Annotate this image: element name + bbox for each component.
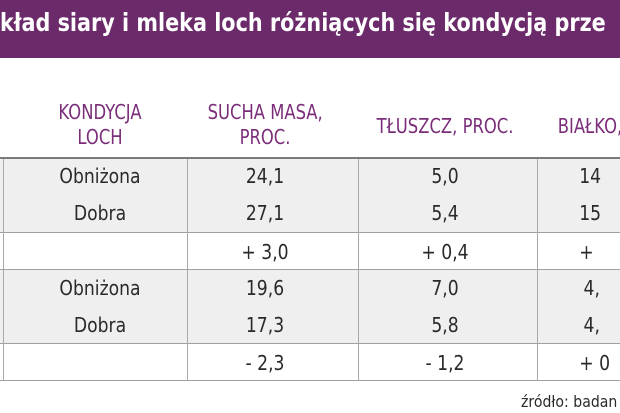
title-bar: kład siary i mleka loch różniących się k… (0, 0, 620, 58)
cell-tluszcz: 5,0 (431, 164, 459, 188)
cell-bialko: 14 (579, 164, 602, 188)
table-row (0, 270, 620, 344)
header-tluszcz: TŁUSZCZ, PROC. (376, 114, 514, 138)
cell-kondycja: Obniżona (59, 164, 141, 188)
cell-tluszcz-diff: + 0,4 (421, 240, 469, 264)
cell-sucha-masa-diff: - 2,3 (245, 351, 285, 375)
cell-bialko: 4, (583, 276, 600, 300)
header-kondycja: KONDYCJA LOCH (55, 100, 145, 150)
cell-tluszcz-diff: - 1,2 (425, 351, 465, 375)
header-kondycja-line1: KONDYCJA (58, 100, 142, 124)
group-rule (0, 343, 620, 344)
group-rule (0, 232, 620, 233)
header-sucha-masa-line1: SUCHA MASA, (207, 100, 323, 124)
header-sucha-masa: SUCHA MASA, PROC. (208, 100, 323, 150)
cell-sucha-masa: 27,1 (245, 201, 285, 225)
column-divider (358, 159, 359, 381)
header-sucha-masa-line2: PROC. (239, 125, 291, 149)
header-kondycja-line2: LOCH (77, 125, 123, 149)
cell-sucha-masa: 19,6 (245, 276, 285, 300)
cell-sucha-masa: 17,3 (245, 313, 285, 337)
cell-tluszcz: 5,4 (431, 201, 459, 225)
cell-bialko: 15 (579, 201, 602, 225)
cell-bialko-diff: + 0 (579, 351, 611, 375)
group-rule (0, 269, 620, 270)
bottom-rule (0, 380, 620, 381)
cell-tluszcz: 5,8 (431, 313, 459, 337)
cell-bialko: 4, (583, 313, 600, 337)
table-header: KONDYCJA LOCH SUCHA MASA, PROC. TŁUSZCZ,… (0, 88, 620, 158)
cell-kondycja: Dobra (73, 201, 127, 225)
cell-sucha-masa: 24,1 (245, 164, 285, 188)
source-note: źródło: badan (521, 392, 618, 411)
cell-bialko-diff: + (579, 240, 594, 264)
cell-tluszcz: 7,0 (431, 276, 459, 300)
column-divider (187, 159, 188, 381)
cell-sucha-masa-diff: + 3,0 (241, 240, 289, 264)
table-row (0, 159, 620, 233)
table-title: kład siary i mleka loch różniących się k… (0, 7, 606, 37)
cell-kondycja: Obniżona (59, 276, 141, 300)
column-divider (3, 159, 4, 381)
header-rule (0, 157, 620, 159)
cell-kondycja: Dobra (73, 313, 127, 337)
column-divider (537, 159, 538, 381)
header-bialko: BIAŁKO, (557, 114, 620, 138)
